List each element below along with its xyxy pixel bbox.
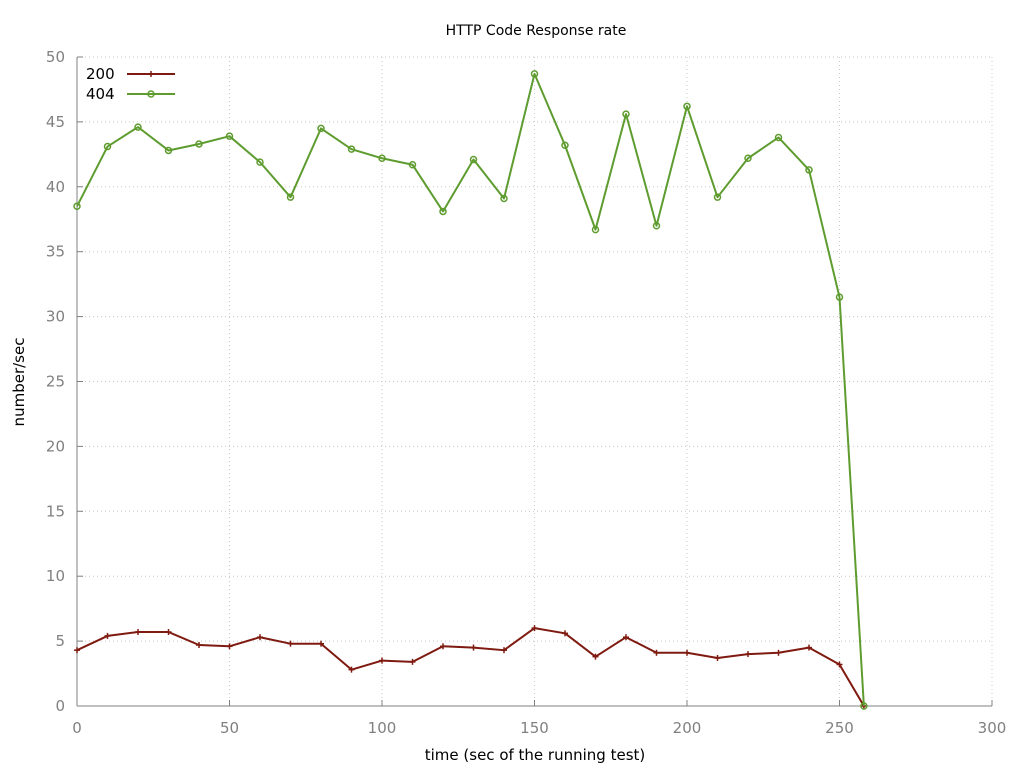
data-point-404 xyxy=(469,155,478,164)
legend-marker xyxy=(147,90,155,98)
data-point-200 xyxy=(745,651,751,658)
data-point-200 xyxy=(409,658,416,665)
data-point-404 xyxy=(256,158,264,166)
x-axis-ticks: 0 50 100 150 200 250 300 xyxy=(72,700,1006,737)
data-point-200 xyxy=(714,654,721,661)
data-point-404 xyxy=(713,193,722,201)
data-point-200 xyxy=(104,632,111,639)
data-point-404 xyxy=(591,225,600,234)
data-point-200 xyxy=(257,634,263,641)
data-point-200 xyxy=(196,641,202,648)
series-200 xyxy=(74,625,867,709)
data-point-200 xyxy=(379,657,385,664)
y-tick-label: 25 xyxy=(46,373,65,391)
data-point-200 xyxy=(836,661,843,668)
data-point-404 xyxy=(805,166,813,174)
y-tick-label: 50 xyxy=(46,48,65,66)
legend-item-200: 200 xyxy=(86,65,175,83)
data-point-200 xyxy=(562,630,568,637)
data-point-404 xyxy=(164,146,173,155)
series-404 xyxy=(73,70,868,710)
x-tick-label: 50 xyxy=(220,719,239,737)
data-point-200 xyxy=(226,643,233,650)
data-point-404 xyxy=(195,140,203,148)
data-point-404 xyxy=(439,207,447,216)
data-point-200 xyxy=(531,625,538,632)
data-point-200 xyxy=(348,666,355,673)
x-tick-label: 250 xyxy=(825,719,854,737)
legend-item-404: 404 xyxy=(86,85,175,103)
y-axis-ticks: 0 5 10 15 20 25 30 35 40 45 50 xyxy=(46,48,83,715)
chart-title: HTTP Code Response rate xyxy=(446,23,627,39)
data-series xyxy=(73,70,868,710)
data-point-404 xyxy=(103,142,112,151)
data-point-200 xyxy=(74,647,80,654)
x-tick-label: 100 xyxy=(368,719,397,737)
legend-label: 404 xyxy=(86,85,115,103)
data-point-404 xyxy=(500,194,508,203)
data-point-200 xyxy=(653,649,660,656)
data-point-404 xyxy=(774,133,783,142)
y-tick-label: 0 xyxy=(55,697,65,715)
y-tick-label: 20 xyxy=(46,437,65,455)
x-tick-label: 200 xyxy=(673,719,702,737)
data-point-404 xyxy=(744,154,752,162)
x-axis-label: time (sec of the running test) xyxy=(425,746,646,764)
data-point-200 xyxy=(470,644,477,651)
y-axis-label: number/sec xyxy=(10,338,28,427)
data-point-404 xyxy=(860,702,868,710)
x-tick-label: 0 xyxy=(72,719,82,737)
data-point-404 xyxy=(347,145,356,153)
data-point-404 xyxy=(530,70,539,78)
legend-label: 200 xyxy=(86,65,115,83)
x-tick-label: 150 xyxy=(520,719,549,737)
y-tick-label: 5 xyxy=(55,632,65,650)
data-point-200 xyxy=(318,640,324,647)
y-tick-label: 40 xyxy=(46,178,65,196)
data-point-200 xyxy=(806,644,812,651)
data-point-200 xyxy=(592,653,599,660)
data-point-404 xyxy=(683,102,691,111)
data-point-200 xyxy=(165,629,172,636)
series-line-200 xyxy=(76,627,865,707)
data-point-200 xyxy=(135,629,141,636)
series-line-404 xyxy=(76,72,865,707)
data-point-200 xyxy=(287,640,294,647)
data-point-404 xyxy=(622,110,630,118)
x-tick-label: 300 xyxy=(978,719,1007,737)
data-point-404 xyxy=(286,193,295,201)
data-point-200 xyxy=(501,647,507,654)
data-point-200 xyxy=(623,634,629,641)
y-tick-label: 15 xyxy=(46,502,65,520)
data-point-404 xyxy=(225,132,234,140)
legend-marker xyxy=(148,71,154,77)
data-point-404 xyxy=(378,154,386,162)
data-point-200 xyxy=(440,643,446,650)
grid-lines xyxy=(77,56,993,706)
data-point-404 xyxy=(561,141,569,150)
y-tick-label: 45 xyxy=(46,113,65,131)
y-tick-label: 35 xyxy=(46,243,65,261)
data-point-404 xyxy=(317,124,325,133)
data-point-404 xyxy=(835,293,844,301)
data-point-404 xyxy=(652,221,661,230)
y-tick-label: 30 xyxy=(46,308,65,326)
data-point-404 xyxy=(134,123,142,131)
data-point-200 xyxy=(684,649,690,656)
data-point-404 xyxy=(408,160,417,169)
y-tick-label: 10 xyxy=(46,567,65,585)
data-point-200 xyxy=(775,649,782,656)
data-point-404 xyxy=(73,202,81,211)
